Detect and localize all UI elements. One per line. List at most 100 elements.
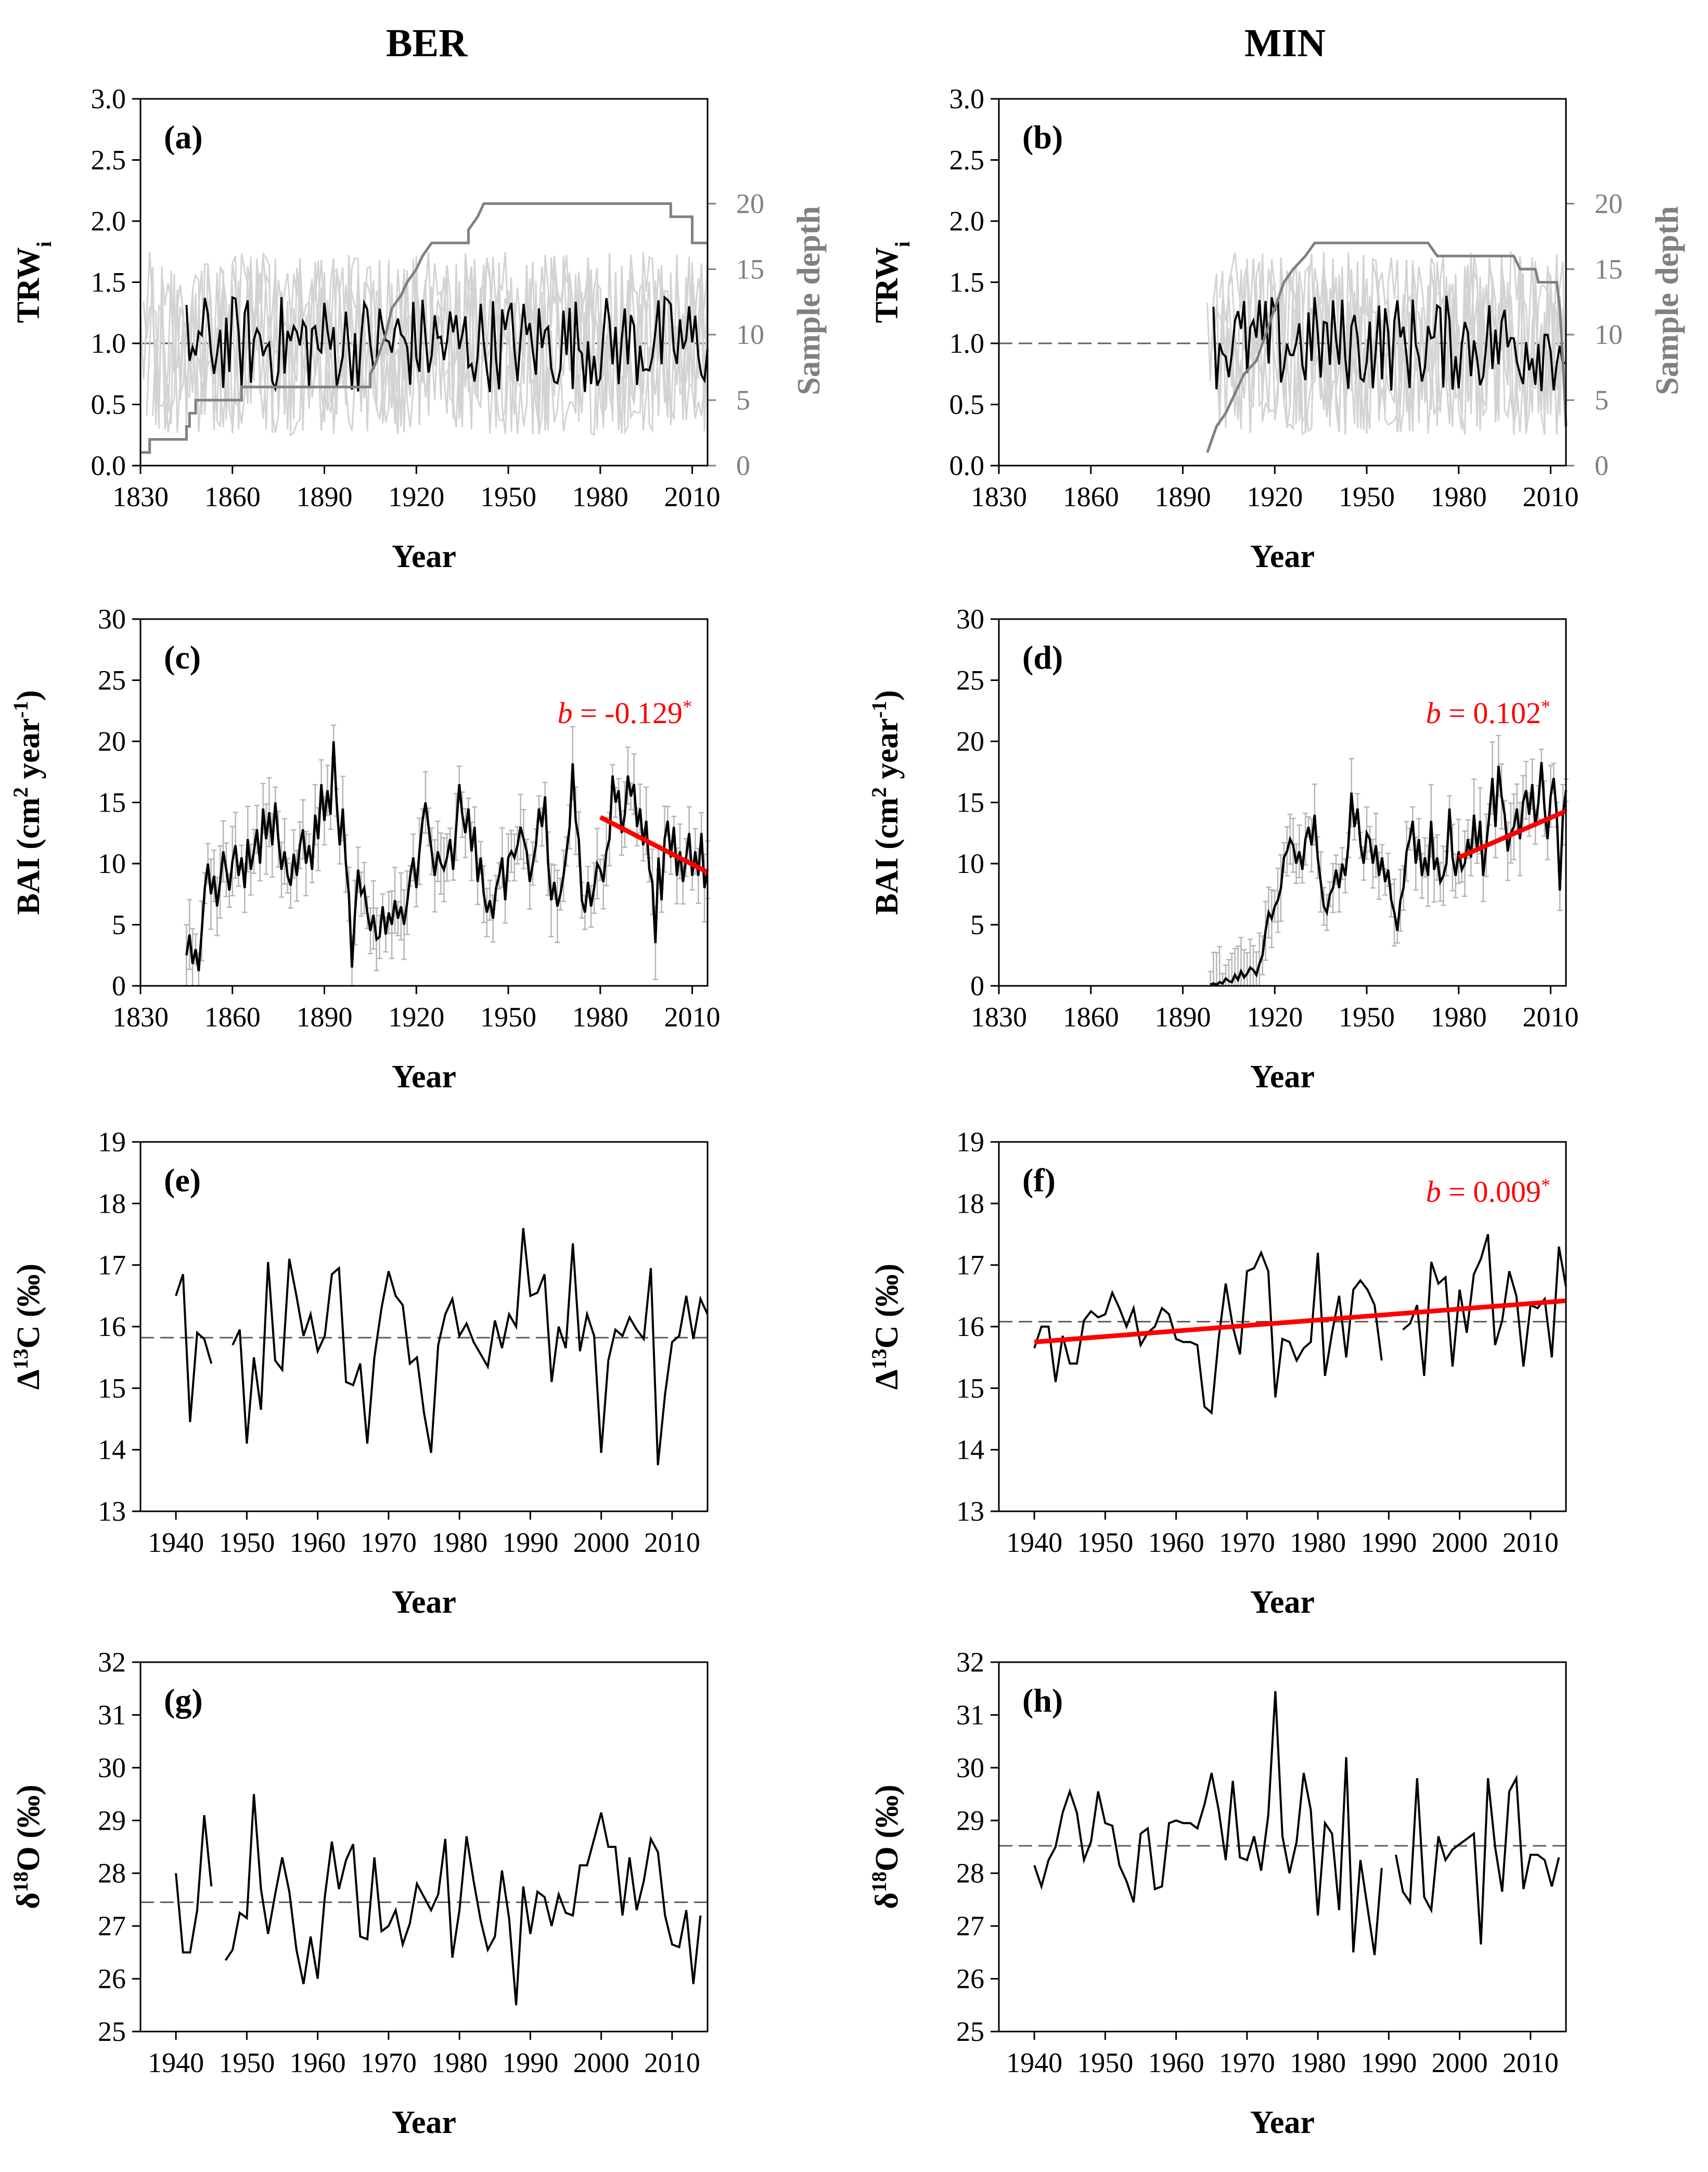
y-tick-label: 17 [956,1250,984,1281]
x-tick-label: 1920 [388,481,444,512]
y-axis-title: δ18O (‰) [9,1784,47,1909]
y-tick-label: 10 [956,848,984,879]
y-tick-label: 32 [98,1647,126,1678]
x-tick-label: 1980 [572,481,628,512]
y2-tick-label: 0 [1595,450,1609,481]
y-axis-title: TRWi [869,241,914,323]
y-tick-label: 17 [98,1250,126,1281]
y-tick-label: 15 [98,1372,126,1404]
x-axis-title: Year [1250,2105,1315,2140]
y-tick-label: 25 [956,2016,984,2047]
x-tick-label: 1860 [1063,481,1119,512]
y-axis-title: δ18O (‰) [867,1784,905,1909]
y-tick-label: 25 [98,665,126,696]
y2-tick-label: 20 [1595,188,1623,219]
panel-label: (d) [1022,639,1063,676]
y-tick-label: 29 [956,1805,984,1836]
x-tick-label: 1960 [1148,2047,1204,2078]
y2-tick-label: 15 [1595,253,1623,285]
isotope-series-line [224,1794,702,2006]
x-tick-label: 1940 [1006,2047,1062,2078]
y-tick-label: 15 [956,787,984,818]
x-tick-label: 1980 [1290,1527,1346,1558]
x-tick-label: 1950 [219,1527,275,1558]
y-tick-label: 15 [956,1372,984,1404]
y-axis-title: Δ13C (‰) [9,1264,47,1390]
y2-tick-label: 20 [736,188,764,219]
y-axis-title: BAI (cm2 year-1) [9,690,47,915]
y-tick-label: 28 [956,1858,984,1889]
x-tick-label: 1970 [1219,2047,1275,2078]
y-tick-label: 20 [98,726,126,757]
panel-label: (b) [1022,119,1063,156]
x-tick-label: 1830 [112,1001,169,1033]
y-tick-label: 10 [98,848,126,879]
trend-annotation: b = -0.129* [557,696,692,730]
panel-label: (h) [1022,1682,1063,1719]
x-tick-label: 1960 [1148,1527,1204,1558]
x-tick-label: 2010 [1502,2047,1559,2078]
trend-line [599,815,709,875]
y-tick-label: 0.5 [91,389,126,420]
y-tick-label: 27 [956,1910,984,1942]
y-tick-label: 16 [98,1311,126,1342]
y2-tick-label: 10 [1595,319,1623,350]
x-tick-label: 2000 [573,1527,630,1558]
panel-c: b = -0.129* 0 5 10 15 20 25 30 1830 1860 1890 1920 1… [9,603,721,1095]
x-axis-title: Year [1250,1585,1315,1620]
x-tick-label: 1970 [1219,1527,1275,1558]
y-tick-label: 3.0 [949,83,985,114]
x-tick-label: 1860 [1063,1001,1119,1033]
trend-line [1034,1298,1566,1345]
x-tick-label: 1830 [112,481,169,512]
x-tick-label: 2010 [1523,481,1579,512]
mean-chronology-line [1212,295,1566,391]
y-tick-label: 18 [956,1188,984,1219]
x-tick-label: 2000 [1432,1527,1488,1558]
x-tick-label: 2000 [1432,2047,1488,2078]
x-tick-label: 1890 [1155,481,1211,512]
panel-a: 0 5 10 15 20 Sample depth 0.0 0.5 1.0 1.5 2.0 2.5 3.… [11,83,827,574]
x-tick-label: 1980 [1431,481,1487,512]
y-tick-label: 0 [112,970,126,1001]
isotope-series-line [1033,1691,1383,1956]
x-tick-label: 1940 [148,2047,204,2078]
x-tick-label: 1860 [204,1001,261,1033]
y-tick-label: 1.0 [91,328,126,359]
isotope-series-line [1395,1774,1560,1945]
y-tick-label: 14 [956,1434,984,1466]
x-tick-label: 2010 [664,481,721,512]
y2-axis-title: Sample depth [1650,206,1685,395]
trend-annotation: b = 0.009* [1426,1175,1550,1209]
trend-line [1457,808,1567,860]
x-tick-label: 1990 [1360,2047,1417,2078]
y-tick-label: 26 [956,1963,984,1995]
x-tick-label: 1950 [219,2047,275,2078]
y-tick-label: 19 [956,1126,984,1158]
y-tick-label: 30 [98,1752,126,1783]
individual-series [1210,250,1567,433]
individual-series [1215,252,1567,436]
y-tick-label: 5 [970,909,984,941]
x-tick-label: 2010 [1523,1001,1579,1033]
x-axis-title: Year [1250,1059,1315,1095]
panel-g: 25 26 27 28 29 30 31 32 1940 1950 1960 1970 1980 1990… [9,1647,709,2140]
x-tick-label: 1990 [502,1527,558,1558]
y-tick-label: 2.0 [91,205,126,237]
x-tick-label: 1950 [1077,1527,1133,1558]
isotope-series-line [175,1815,213,1953]
x-tick-label: 1950 [1077,2047,1133,2078]
x-axis-title: Year [1250,539,1315,574]
x-tick-label: 1920 [1247,481,1303,512]
x-tick-label: 1980 [1431,1001,1487,1033]
x-tick-label: 1990 [1360,1527,1417,1558]
panel-label: (c) [164,639,201,676]
panel-label: (g) [164,1682,203,1719]
x-tick-label: 1890 [297,1001,353,1033]
column-title-min: MIN [1244,21,1326,65]
x-tick-label: 1950 [480,1001,536,1033]
y-tick-label: 0.0 [91,450,126,481]
x-tick-label: 2010 [664,1001,721,1033]
x-tick-label: 1980 [431,2047,487,2078]
y-tick-label: 1.0 [949,328,985,359]
